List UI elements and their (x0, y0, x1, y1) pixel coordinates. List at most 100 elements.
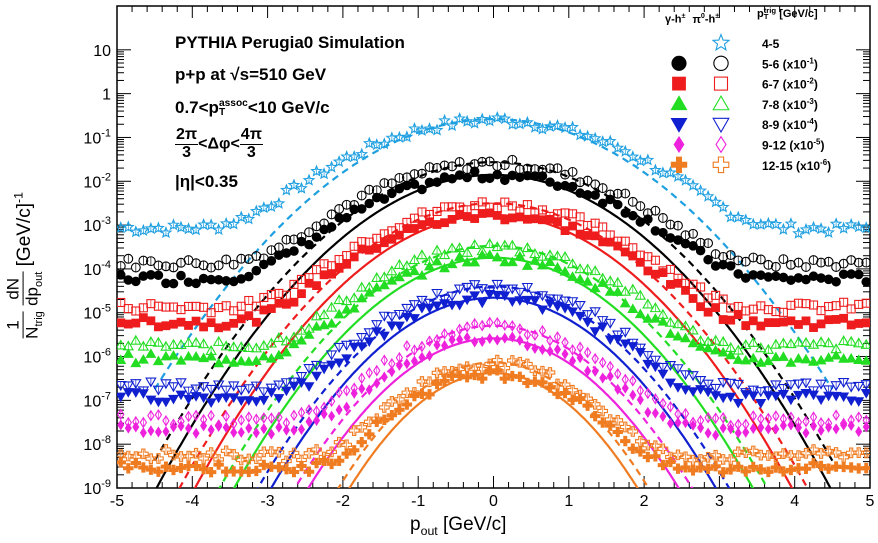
data-point-pi0-9-12 (403, 339, 411, 352)
data-point-pi0-12-15 (431, 367, 443, 379)
data-point-pi0-12-15 (589, 398, 601, 410)
data-point-pi0-5-6 (552, 163, 563, 174)
data-point-gamma-7-8 (130, 357, 142, 368)
data-point-gamma-7-8 (416, 269, 428, 280)
data-point-pi0-12-15 (273, 446, 285, 458)
data-point-pi0-4-5 (438, 113, 451, 127)
data-point-pi0-12-15 (250, 453, 262, 465)
data-point-gamma-9-12 (410, 355, 418, 367)
data-point-gamma-9-12 (825, 421, 833, 433)
data-point-gamma-5-6 (447, 173, 457, 184)
data-point-pi0-7-8 (634, 289, 647, 300)
data-point-gamma-5-6 (861, 277, 870, 287)
data-point-pi0-4-5 (332, 155, 346, 168)
data-point-gamma-12-15 (190, 460, 202, 472)
data-point-pi0-7-8 (348, 292, 360, 303)
data-point-gamma-9-12 (147, 425, 155, 437)
data-point-gamma-9-12 (847, 419, 855, 432)
data-point-gamma-6-7 (154, 322, 163, 332)
data-point-pi0-4-5 (664, 166, 677, 179)
data-point-pi0-7-8 (559, 250, 571, 262)
data-point-gamma-6-7 (462, 212, 472, 221)
data-point-pi0-5-6 (635, 201, 646, 212)
data-point-pi0-4-5 (234, 210, 248, 223)
data-point-pi0-8-9 (687, 371, 699, 382)
data-point-pi0-4-5 (423, 122, 436, 135)
data-point-gamma-6-7 (568, 221, 577, 231)
data-point-pi0-9-12 (644, 387, 652, 400)
data-point-gamma-9-12 (154, 426, 162, 438)
data-point-pi0-8-9 (363, 328, 376, 339)
data-point-pi0-4-5 (679, 173, 692, 186)
data-point-gamma-8-9 (198, 393, 210, 404)
data-point-gamma-12-15 (612, 426, 623, 438)
data-point-pi0-9-12 (508, 320, 517, 332)
data-point-pi0-4-5 (528, 120, 542, 133)
data-point-gamma-8-9 (439, 299, 451, 309)
legend-header-gamma-sup: ± (681, 12, 686, 20)
data-point-gamma-6-7 (538, 215, 547, 225)
data-point-gamma-5-6 (733, 269, 744, 279)
legend-header-pi0: π (692, 13, 701, 26)
data-point-gamma-6-7 (515, 212, 525, 222)
data-point-pi0-8-9 (860, 380, 870, 391)
data-point-gamma-7-8 (657, 316, 669, 326)
data-point-gamma-9-12 (169, 421, 177, 433)
data-point-gamma-9-12 (674, 417, 682, 429)
data-point-pi0-8-9 (378, 311, 391, 322)
data-point-gamma-9-12 (433, 339, 441, 351)
data-point-gamma-5-6 (567, 181, 578, 192)
data-point-gamma-12-15 (853, 463, 864, 474)
data-point-gamma-12-15 (469, 369, 480, 381)
data-point-pi0-7-8 (333, 294, 345, 305)
data-point-gamma-9-12 (666, 417, 674, 429)
data-point-gamma-9-12 (636, 394, 644, 406)
data-point-gamma-9-12 (787, 419, 795, 431)
data-point-gamma-7-8 (258, 350, 270, 361)
data-point-pi0-6-7 (839, 297, 849, 307)
legend-header-pt-sub: T (763, 12, 769, 22)
data-point-pi0-12-15 (303, 447, 315, 459)
data-point-gamma-7-8 (860, 355, 870, 365)
data-point-pi0-4-5 (242, 212, 256, 225)
data-point-gamma-7-8 (295, 334, 307, 345)
data-point-gamma-12-15 (507, 370, 518, 382)
data-point-gamma-6-7 (846, 320, 856, 330)
data-point-pi0-8-9 (544, 294, 556, 305)
data-point-pi0-9-12 (523, 328, 532, 341)
data-point-pi0-4-5 (686, 178, 700, 191)
data-point-gamma-9-12 (614, 383, 622, 395)
data-point-gamma-9-12 (275, 421, 283, 433)
data-point-pi0-5-6 (153, 260, 164, 271)
data-point-gamma-5-6 (462, 172, 472, 183)
data-point-pi0-5-6 (823, 256, 834, 267)
data-point-gamma-8-9 (514, 296, 526, 306)
data-point-pi0-4-5 (536, 122, 549, 135)
data-point-gamma-12-15 (665, 456, 676, 468)
data-point-pi0-4-5 (264, 199, 278, 213)
data-point-gamma-9-12 (855, 426, 863, 438)
y-tick-label: 10-8 (83, 434, 111, 454)
data-point-gamma-9-12 (712, 429, 720, 441)
data-point-gamma-7-8 (378, 279, 390, 290)
data-point-pi0-4-5 (167, 218, 180, 231)
data-point-pi0-7-8 (785, 338, 797, 349)
data-point-gamma-6-7 (741, 321, 751, 330)
data-point-gamma-6-7 (312, 281, 321, 291)
data-point-pi0-9-12 (470, 317, 479, 330)
assoc-high: <10 GeV/c (247, 98, 330, 117)
data-point-gamma-9-12 (599, 372, 607, 384)
data-point-gamma-6-7 (696, 302, 705, 312)
data-point-gamma-9-12 (493, 334, 501, 346)
data-point-gamma-7-8 (190, 351, 202, 361)
data-point-pi0-6-7 (665, 264, 676, 274)
xlabel-unit: [GeV/c] (443, 514, 507, 535)
data-point-pi0-12-15 (793, 450, 804, 461)
data-point-gamma-7-8 (838, 353, 850, 363)
data-point-gamma-8-9 (250, 397, 262, 407)
data-point-pi0-8-9 (755, 387, 767, 398)
data-point-gamma-5-6 (417, 184, 427, 195)
data-point-gamma-12-15 (303, 466, 315, 477)
data-point-gamma-12-15 (740, 466, 751, 477)
data-point-gamma-6-7 (379, 238, 389, 248)
